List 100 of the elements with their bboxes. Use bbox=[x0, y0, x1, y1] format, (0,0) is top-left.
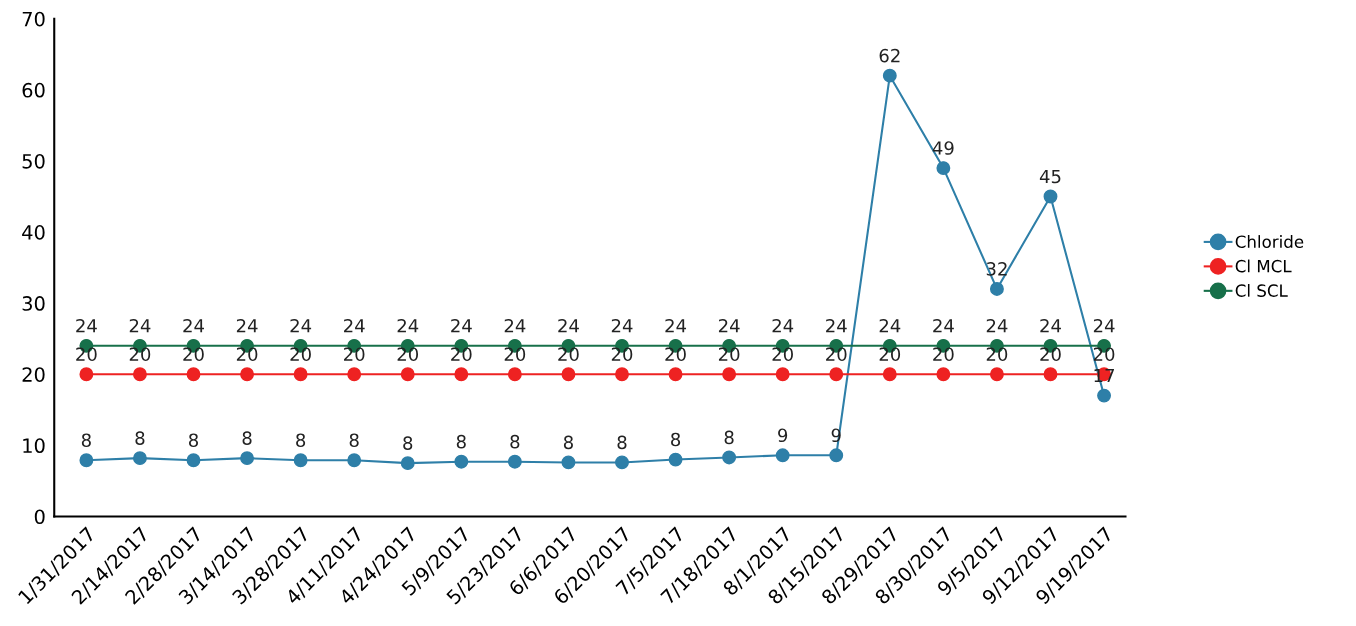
data-label: 24 bbox=[504, 318, 526, 333]
y-tick-label: 10 bbox=[23, 438, 45, 454]
data-label: 20 bbox=[718, 347, 740, 362]
point bbox=[347, 367, 362, 382]
data-label: 24 bbox=[344, 318, 365, 333]
y-tick-label: 20 bbox=[22, 367, 45, 382]
data-label: 24 bbox=[558, 318, 579, 333]
data-label: 20 bbox=[986, 347, 1008, 362]
data-label: 24 bbox=[76, 318, 97, 333]
data-label: 49 bbox=[932, 141, 954, 155]
point bbox=[989, 367, 1004, 382]
data-label: 20 bbox=[129, 347, 151, 362]
data-label: 24 bbox=[290, 318, 312, 333]
point bbox=[293, 367, 308, 382]
point bbox=[454, 454, 469, 469]
data-label: 8 bbox=[403, 436, 413, 450]
legend-label: Chloride bbox=[1235, 235, 1304, 248]
point bbox=[936, 161, 951, 176]
point bbox=[1043, 189, 1058, 204]
data-label: 8 bbox=[671, 432, 681, 447]
data-label: 20 bbox=[879, 347, 901, 362]
data-label: 24 bbox=[611, 318, 633, 333]
point bbox=[561, 455, 576, 470]
point bbox=[454, 367, 469, 382]
data-label: 24 bbox=[1093, 318, 1115, 333]
data-label: 24 bbox=[129, 318, 151, 333]
data-label: 20 bbox=[236, 347, 258, 362]
point bbox=[240, 367, 255, 382]
data-label: 20 bbox=[665, 347, 686, 362]
data-label: 8 bbox=[135, 431, 145, 445]
data-label: 8 bbox=[456, 434, 466, 449]
y-tick-label: 70 bbox=[22, 11, 45, 27]
point bbox=[400, 456, 415, 471]
data-label: 8 bbox=[242, 431, 252, 445]
point bbox=[347, 453, 362, 468]
data-label: 24 bbox=[665, 318, 687, 333]
data-label: 24 bbox=[718, 318, 740, 333]
data-label: 24 bbox=[1040, 318, 1061, 333]
data-label: 8 bbox=[188, 433, 199, 448]
point bbox=[240, 451, 255, 466]
data-label: 8 bbox=[296, 433, 306, 448]
point bbox=[668, 452, 683, 467]
point bbox=[936, 367, 951, 382]
point bbox=[132, 451, 147, 466]
data-label: 24 bbox=[933, 318, 954, 333]
data-label: 20 bbox=[76, 347, 97, 362]
point bbox=[507, 367, 522, 382]
data-label: 24 bbox=[236, 318, 258, 333]
point bbox=[186, 453, 201, 468]
data-label: 20 bbox=[290, 347, 311, 362]
point bbox=[722, 450, 737, 465]
data-label: 62 bbox=[879, 48, 900, 63]
point bbox=[79, 367, 94, 382]
point bbox=[668, 367, 683, 382]
point bbox=[882, 68, 897, 83]
y-tick-label: 0 bbox=[34, 509, 45, 525]
y-tick-label: 30 bbox=[22, 296, 45, 311]
point bbox=[775, 367, 790, 382]
point bbox=[615, 455, 629, 470]
data-label: 20 bbox=[558, 347, 579, 362]
data-label: 20 bbox=[772, 347, 793, 362]
point bbox=[1097, 388, 1112, 403]
data-label: 20 bbox=[611, 347, 633, 362]
data-label: 20 bbox=[183, 347, 204, 362]
data-label: 9 bbox=[778, 428, 788, 443]
point bbox=[186, 367, 201, 382]
data-label: 20 bbox=[504, 347, 526, 362]
y-tick-label: 50 bbox=[22, 153, 45, 169]
y-tick-label: 60 bbox=[22, 82, 45, 98]
point bbox=[293, 453, 308, 468]
data-label: 20 bbox=[451, 347, 472, 362]
data-label: 24 bbox=[397, 318, 419, 333]
point bbox=[400, 367, 415, 382]
data-label: 20 bbox=[1093, 347, 1115, 362]
data-label: 20 bbox=[826, 347, 847, 362]
point bbox=[989, 281, 1004, 296]
data-label: 8 bbox=[617, 435, 627, 450]
y-tick-label: 40 bbox=[22, 225, 45, 240]
data-label: 8 bbox=[349, 433, 359, 448]
point bbox=[829, 448, 844, 463]
data-label: 8 bbox=[81, 433, 91, 448]
data-label: 24 bbox=[772, 318, 794, 333]
data-label: 20 bbox=[397, 347, 419, 362]
data-label: 20 bbox=[933, 347, 954, 362]
data-label: 24 bbox=[986, 318, 1008, 333]
data-label: 20 bbox=[344, 347, 365, 362]
data-label: 8 bbox=[563, 435, 573, 450]
point bbox=[1043, 367, 1058, 382]
legend-label: Cl SCL bbox=[1235, 284, 1288, 297]
data-label: 24 bbox=[879, 318, 901, 333]
point bbox=[132, 367, 147, 382]
point bbox=[722, 367, 737, 382]
data-label: 24 bbox=[183, 318, 204, 333]
data-label: 8 bbox=[510, 434, 520, 449]
data-label: 24 bbox=[451, 318, 472, 333]
point bbox=[882, 367, 897, 382]
legend-label: Cl MCL bbox=[1235, 259, 1292, 273]
point bbox=[829, 367, 844, 382]
point bbox=[775, 448, 790, 463]
point bbox=[79, 453, 94, 468]
